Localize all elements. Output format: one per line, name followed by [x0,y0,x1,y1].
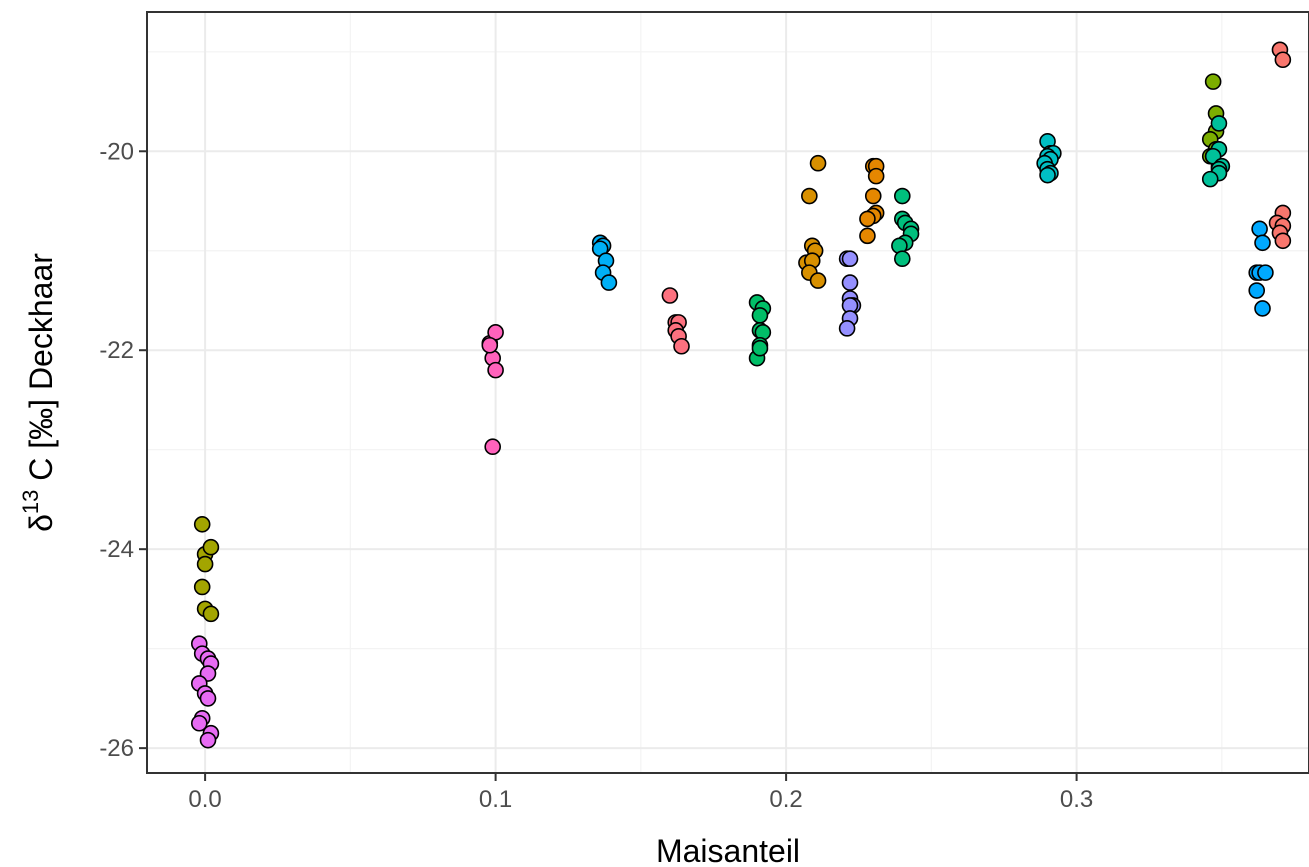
x-tick-label: 0.2 [769,786,802,813]
data-point [751,307,769,324]
data-point [1254,300,1271,317]
y-tick-label: -24 [99,536,134,563]
data-point [1254,234,1271,252]
data-points [190,41,1292,749]
y-tick-label: -22 [99,337,134,364]
y-tick-label: -20 [99,138,134,165]
y-axis-title-prefix: δ [23,514,59,532]
data-point [1274,51,1292,69]
data-point [673,337,690,355]
data-point [199,690,217,707]
data-point [484,438,501,456]
y-axis-title-suffix: C [‰] Deckhaar [23,253,59,490]
major-gridlines [147,12,1309,773]
data-point [751,339,769,357]
data-point [193,578,211,596]
data-point [196,555,214,573]
x-tick-label: 0.0 [188,786,221,813]
data-point [600,274,618,291]
data-point [199,731,217,749]
data-point [1204,73,1222,90]
data-point [1251,220,1268,238]
data-point [1201,170,1219,188]
x-axis-title: Maisanteil [656,833,800,867]
data-point [809,272,827,289]
y-tick-label: -26 [99,735,134,762]
data-point [893,187,911,205]
data-point [1274,232,1292,250]
data-point [841,274,859,291]
data-point [867,167,885,185]
data-point [487,361,504,379]
data-point [202,538,220,556]
y-axis: -26 -24 -22 -20 [99,138,147,762]
data-point [809,154,827,172]
plot-panel-border [146,11,1309,774]
x-tick-label: 0.3 [1060,786,1093,813]
data-point [864,187,882,205]
data-point [1210,115,1228,132]
data-point [859,227,876,245]
data-point [481,336,499,354]
data-point [1039,166,1056,184]
y-axis-title: δ13 C [‰] Deckhaar [18,253,59,532]
data-point [1248,282,1266,299]
data-point [661,287,679,304]
minor-gridlines [147,12,1309,773]
x-axis: 0.0 0.1 0.2 0.3 [188,773,1093,813]
data-point [202,605,220,623]
data-point [190,714,208,732]
data-point [841,250,859,268]
data-point [801,187,818,205]
x-tick-label: 0.1 [479,786,512,813]
data-point [193,516,211,533]
y-axis-title-superscript: 13 [18,490,43,514]
data-point [893,250,911,268]
data-point [1257,264,1274,281]
data-point [838,320,856,337]
data-point [859,210,876,228]
